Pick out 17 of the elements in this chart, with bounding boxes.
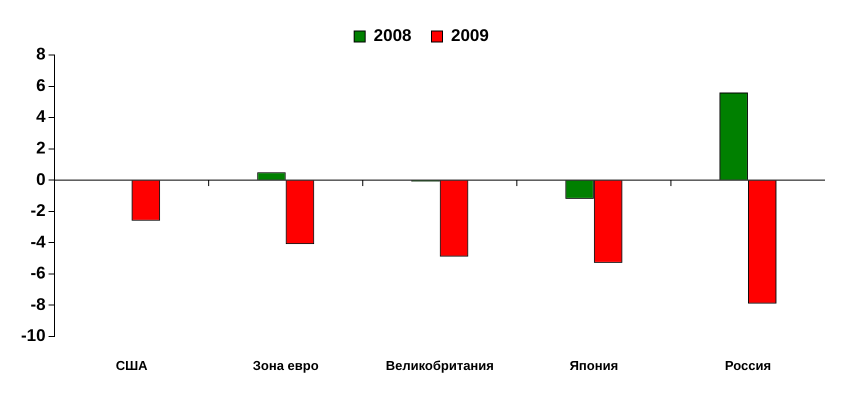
x-tick-label: США: [116, 358, 148, 373]
y-tick-label: -4: [30, 232, 46, 252]
x-tick-label: Россия: [724, 358, 772, 373]
y-tick-label: -2: [30, 201, 46, 220]
y-tick-label: 6: [36, 76, 46, 95]
y-tick-label: -10: [20, 326, 46, 346]
x-tick-label: Великобритания: [386, 358, 494, 373]
legend-label: 2008: [374, 26, 412, 46]
y-tick-label: -6: [30, 264, 46, 283]
y-tick-label: 0: [36, 170, 46, 189]
y-tick-label: 4: [36, 107, 46, 126]
y-tick-label: 8: [36, 44, 46, 64]
x-tick-label: Зона евро: [252, 358, 319, 373]
legend-label: 2009: [451, 26, 489, 46]
y-tick-label: -8: [30, 294, 46, 314]
y-tick-label: 2: [36, 138, 46, 158]
x-tick-label: Япония: [570, 358, 618, 373]
